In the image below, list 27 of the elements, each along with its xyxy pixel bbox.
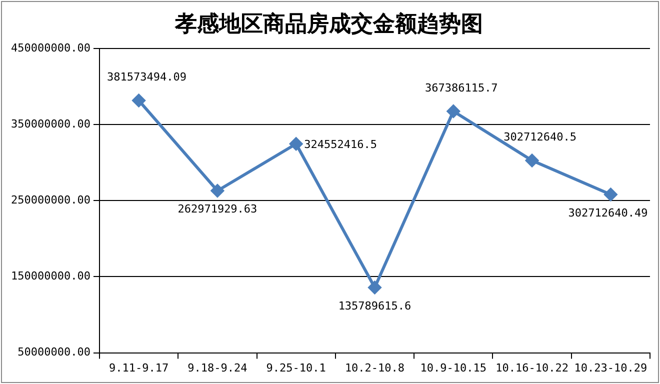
x-tick-label: 9.11-9.17 [108, 361, 169, 374]
chart-title: 孝感地区商品房成交金额趋势图 [174, 10, 483, 37]
x-tick-label: 9.18-9.24 [188, 361, 248, 374]
point [290, 137, 303, 150]
data-label: 135789615.6 [338, 300, 412, 313]
point [446, 104, 460, 118]
y-tick-label: 50000000.00 [18, 346, 90, 359]
data-label: 367386115.7 [424, 81, 498, 94]
point [210, 184, 224, 198]
x-tick-label: 10.16-10.22 [496, 361, 568, 374]
y-tick-label: 250000000.00 [10, 193, 90, 206]
point [368, 281, 382, 294]
point [132, 94, 146, 107]
x-tick-label: 10.23-10.29 [574, 361, 648, 374]
annotation: 302712640.49 [568, 206, 648, 220]
y-tick-label: 350000000.00 [10, 117, 90, 130]
x-tick-label: 10.2-10.8 [344, 361, 405, 374]
data-label: 324552416.5 [304, 138, 377, 151]
y-tick-label: 150000000.00 [10, 270, 90, 283]
x-tick-label: 9.25-10.1 [266, 361, 326, 374]
data-label: 262971929.63 [178, 202, 258, 216]
data-label: 302712640.5 [504, 130, 576, 144]
y-tick-label: 450000000.00 [10, 41, 90, 54]
data-label: 381573494.09 [107, 70, 187, 84]
point [604, 188, 618, 202]
point [526, 154, 539, 167]
x-tick-label: 10.9-10.15 [420, 361, 486, 374]
